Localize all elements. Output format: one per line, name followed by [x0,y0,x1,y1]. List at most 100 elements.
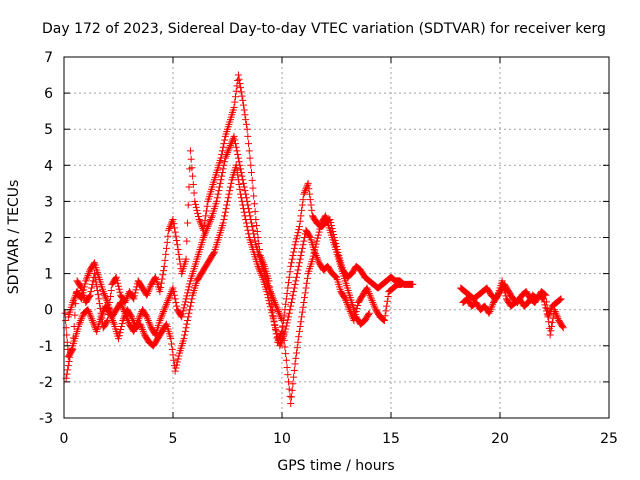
data-point [197,221,205,229]
data-point [247,161,255,169]
data-point [553,311,561,319]
data-point [103,297,111,305]
data-point [121,309,129,317]
data-point [172,364,180,372]
data-point [291,360,299,368]
data-point [285,378,293,386]
data-point [161,304,169,312]
data-point [202,228,210,236]
data-point [283,289,291,297]
data-point [240,106,248,114]
data-point [144,315,152,323]
data-point [170,288,178,296]
data-point [245,147,253,155]
data-point [276,342,284,350]
data-point [173,302,181,310]
data-point [99,308,107,316]
data-point [232,87,240,95]
data-point [203,202,211,210]
data-point [268,291,276,299]
data-point [201,230,209,238]
data-point [84,271,92,279]
data-point [341,295,349,303]
data-point [213,194,221,202]
data-point [558,323,566,331]
data-point [313,253,321,261]
data-point [249,184,257,192]
data-point [186,147,194,155]
data-point [306,190,314,198]
data-point [145,286,153,294]
data-point [285,273,293,281]
data-point [103,318,111,326]
data-point [76,318,84,326]
data-point [239,101,247,109]
data-point [146,284,154,292]
data-point [551,308,559,316]
data-point [291,241,299,249]
data-point [239,176,247,184]
data-point [86,291,94,299]
data-point [158,311,166,319]
data-point [500,283,508,291]
data-point [112,273,120,281]
data-point [240,183,248,191]
data-point [181,298,189,306]
data-point [173,358,181,366]
data-point [369,298,377,306]
data-point [222,152,230,160]
data-point [222,205,230,213]
data-point [185,183,193,191]
data-point [164,232,172,240]
data-point [101,291,109,299]
data-point [285,309,293,317]
data-point [290,366,298,374]
data-point [248,176,256,184]
data-point [367,295,375,303]
data-point [80,283,88,291]
series-SDTVAR-b [62,161,406,382]
data-point [144,317,152,325]
data-point [295,262,303,270]
data-point [183,237,191,245]
data-point [191,197,199,205]
data-point [287,393,295,401]
data-point [332,273,340,281]
data-point [284,284,292,292]
data-point [162,321,170,329]
data-point [294,266,302,274]
data-point [232,143,240,151]
data-point [245,140,253,148]
data-point [270,297,278,305]
data-point [354,301,362,309]
data-point [125,318,133,326]
data-point [298,313,306,321]
x-tick-label: 20 [491,431,509,447]
data-point [183,320,191,328]
data-point [181,331,189,339]
data-point [296,323,304,331]
data-point [227,179,235,187]
data-point [161,256,169,264]
data-point [167,289,175,297]
data-point [168,286,176,294]
x-tick-label: 15 [382,431,400,447]
data-point [194,209,202,217]
data-point [287,302,295,310]
data-point [285,385,293,393]
data-point [313,237,321,245]
data-point [293,232,301,240]
data-point [91,274,99,282]
data-point [298,308,306,316]
data-point [237,84,245,92]
data-point [81,280,89,288]
data-point [295,259,303,267]
data-point [253,227,261,235]
data-point [238,92,246,100]
data-point [368,297,376,305]
data-point [293,344,301,352]
data-point [301,289,309,297]
data-point [269,315,277,323]
data-point [311,243,319,251]
data-point [224,197,231,205]
